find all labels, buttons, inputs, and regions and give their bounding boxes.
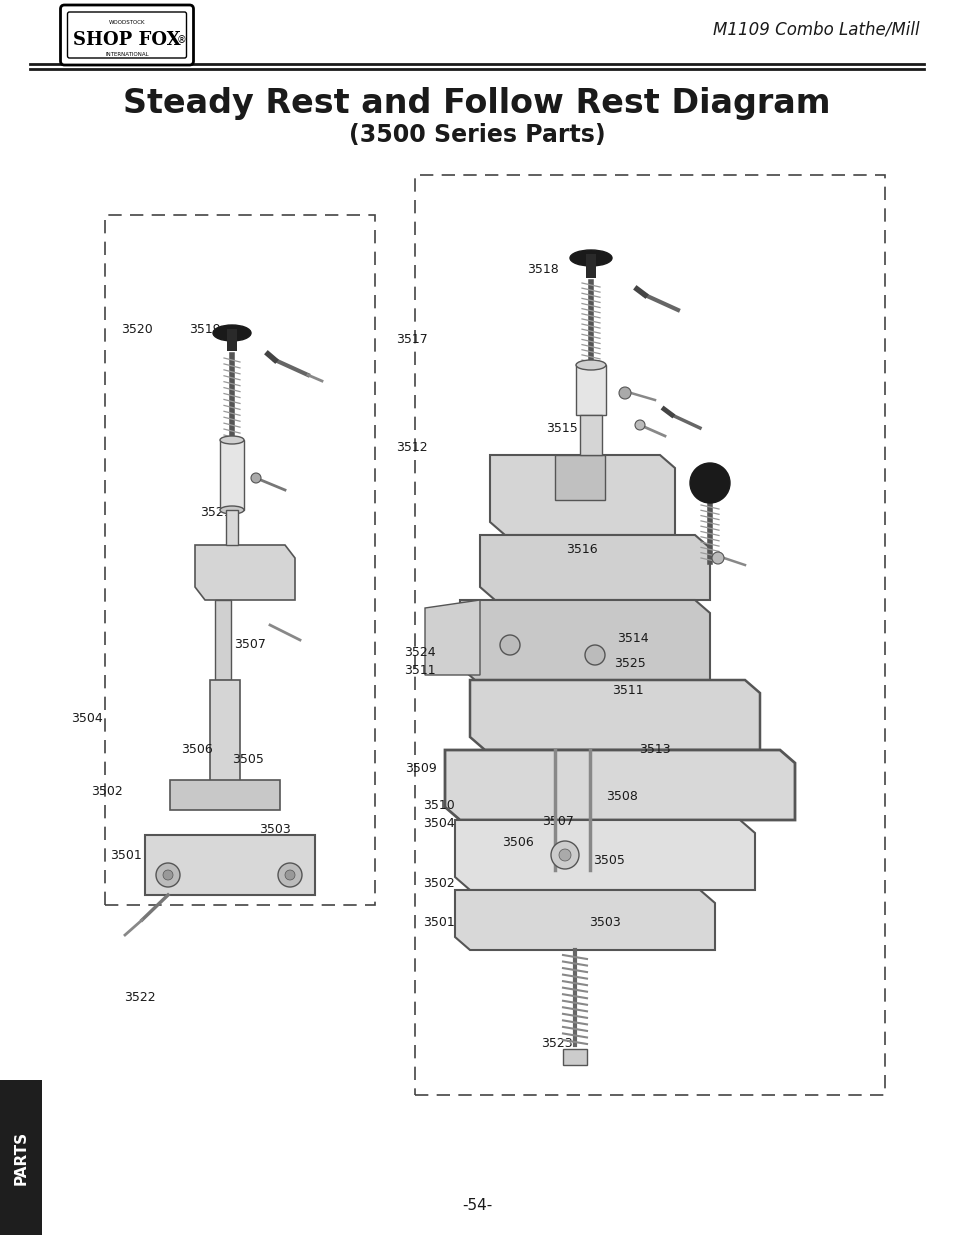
Text: 3512: 3512 [395, 441, 427, 453]
Text: 3510: 3510 [422, 799, 454, 811]
Bar [555, 454, 604, 500]
Text: (3500 Series Parts): (3500 Series Parts) [349, 124, 604, 147]
Text: 3506: 3506 [501, 836, 533, 848]
Circle shape [251, 473, 261, 483]
Bar [145, 835, 314, 895]
FancyBboxPatch shape [68, 12, 186, 58]
Text: 3516: 3516 [565, 543, 597, 556]
Bar [227, 329, 236, 351]
Polygon shape [424, 600, 479, 676]
Text: 3501: 3501 [422, 916, 454, 929]
Text: 3503: 3503 [259, 824, 291, 836]
Text: 3518: 3518 [527, 263, 558, 275]
Text: 3515: 3515 [545, 422, 577, 435]
Circle shape [163, 869, 172, 881]
Polygon shape [490, 454, 675, 535]
Text: 3506: 3506 [181, 743, 213, 756]
Text: 3504: 3504 [422, 818, 454, 830]
Bar [562, 1049, 586, 1065]
Bar [170, 781, 280, 810]
Text: PARTS: PARTS [13, 1131, 29, 1186]
Circle shape [635, 420, 644, 430]
Bar [0, 1079, 42, 1235]
Text: 3514: 3514 [617, 632, 648, 645]
Polygon shape [470, 680, 760, 750]
Ellipse shape [569, 249, 612, 266]
Text: SHOP FOX: SHOP FOX [73, 31, 181, 49]
Text: 3517: 3517 [395, 333, 427, 346]
Text: 3503: 3503 [588, 916, 619, 929]
Circle shape [156, 863, 180, 887]
Text: M1109 Combo Lathe/Mill: M1109 Combo Lathe/Mill [713, 21, 919, 40]
Polygon shape [459, 600, 709, 680]
Text: WOODSTOCK: WOODSTOCK [109, 21, 145, 26]
Text: 3522: 3522 [124, 992, 155, 1004]
Text: 3511: 3511 [404, 664, 436, 677]
Ellipse shape [220, 436, 244, 445]
Text: 3508: 3508 [605, 790, 637, 803]
Text: 3507: 3507 [233, 638, 265, 651]
Ellipse shape [213, 325, 251, 341]
Polygon shape [455, 890, 714, 950]
Polygon shape [455, 820, 754, 890]
Ellipse shape [220, 506, 244, 514]
Text: 3519: 3519 [189, 324, 220, 336]
Text: 3501: 3501 [110, 850, 141, 862]
Text: 3505: 3505 [593, 855, 624, 867]
Text: 3509: 3509 [405, 762, 436, 774]
Text: 3507: 3507 [541, 815, 573, 827]
Bar [220, 440, 244, 510]
Circle shape [285, 869, 294, 881]
Text: 3513: 3513 [639, 743, 670, 756]
Circle shape [689, 463, 729, 503]
Bar [214, 600, 231, 680]
Text: 3505: 3505 [232, 753, 263, 766]
Polygon shape [479, 535, 709, 600]
Circle shape [711, 552, 723, 564]
Bar [226, 510, 237, 545]
Text: 3521: 3521 [200, 506, 232, 519]
Polygon shape [194, 545, 294, 600]
Text: 3504: 3504 [71, 713, 103, 725]
FancyBboxPatch shape [60, 5, 193, 65]
Text: INTERNATIONAL: INTERNATIONAL [105, 53, 149, 58]
Ellipse shape [576, 359, 605, 370]
Text: 3511: 3511 [612, 684, 643, 697]
Bar [576, 366, 605, 415]
Bar [579, 415, 601, 454]
Text: 3502: 3502 [91, 785, 122, 798]
Text: -54-: -54- [461, 1198, 492, 1213]
Text: 3524: 3524 [404, 646, 436, 658]
Text: 3525: 3525 [614, 657, 645, 669]
Circle shape [499, 635, 519, 655]
Text: 3523: 3523 [540, 1037, 572, 1050]
Circle shape [618, 387, 630, 399]
Bar [585, 254, 596, 278]
Circle shape [551, 841, 578, 869]
Circle shape [277, 863, 302, 887]
Text: Steady Rest and Follow Rest Diagram: Steady Rest and Follow Rest Diagram [123, 86, 830, 120]
Bar [105, 215, 375, 905]
Bar [210, 680, 240, 785]
Text: 3502: 3502 [422, 877, 454, 889]
Circle shape [584, 645, 604, 664]
Text: 3520: 3520 [121, 324, 152, 336]
Bar [415, 175, 884, 1095]
Text: ®: ® [176, 35, 186, 44]
Polygon shape [444, 750, 794, 820]
Circle shape [558, 848, 571, 861]
